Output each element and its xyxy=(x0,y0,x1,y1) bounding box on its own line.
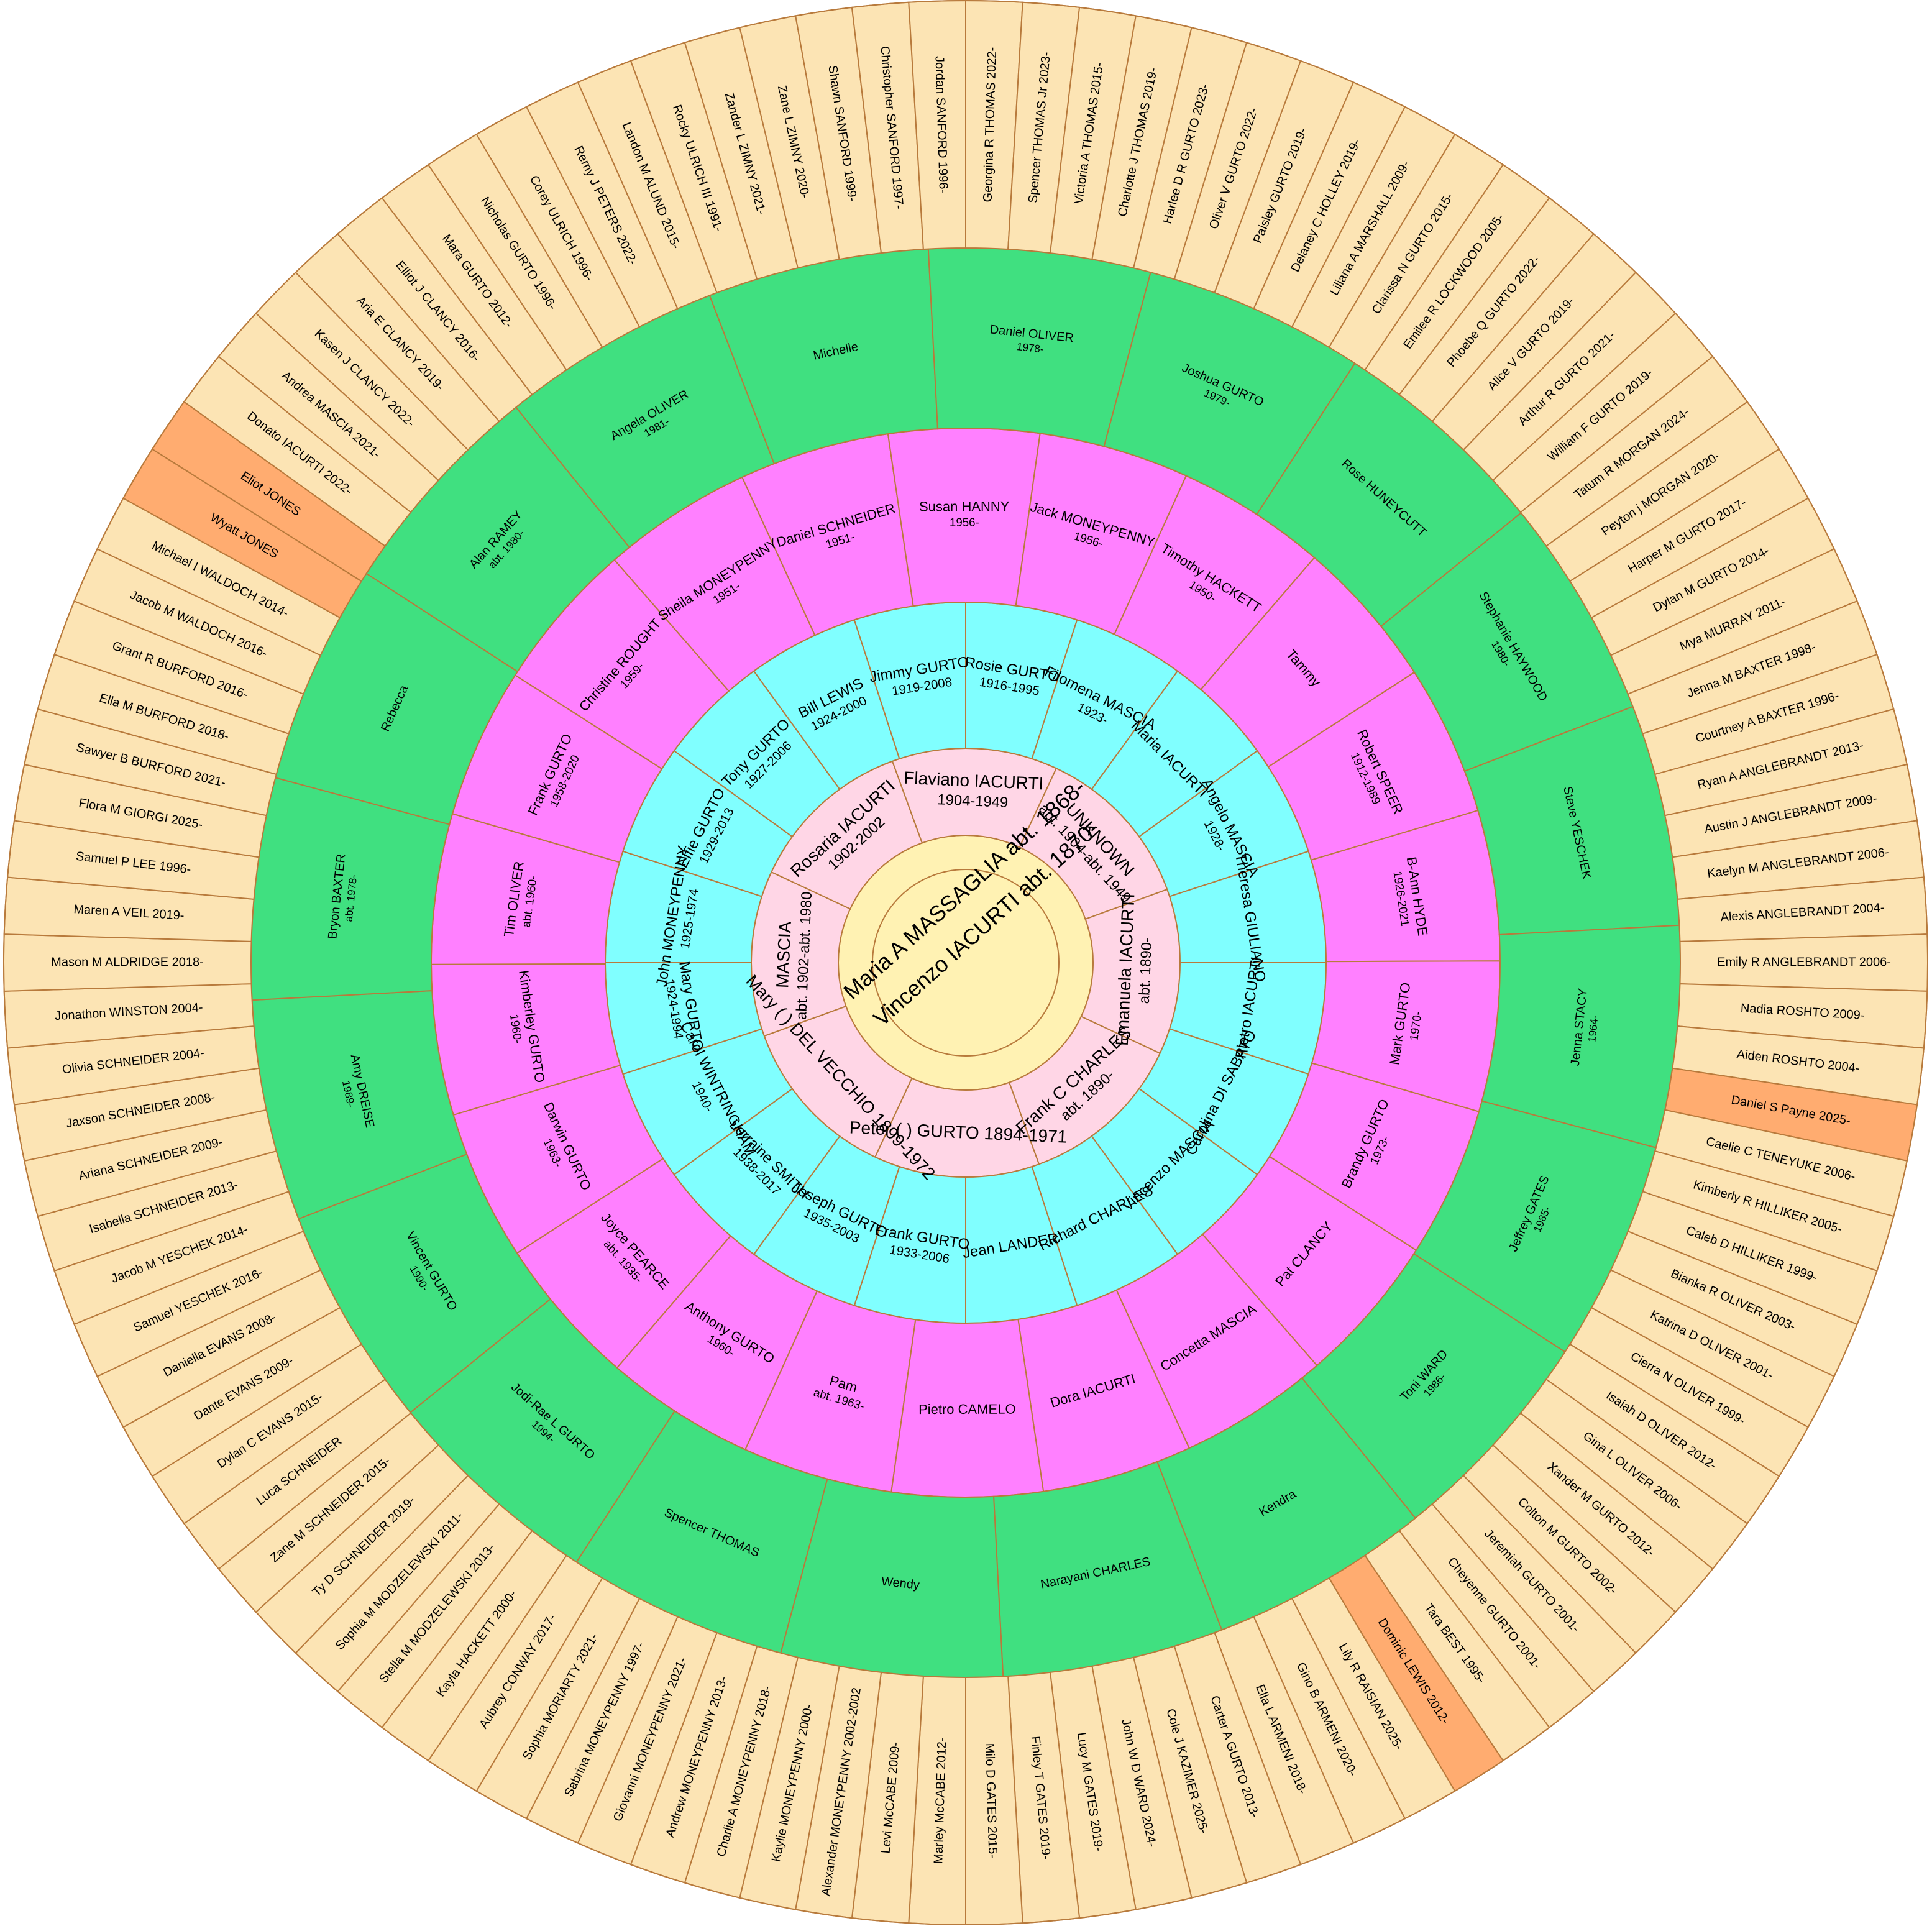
ring3-susan-hanny-label: Susan HANNY xyxy=(919,498,1010,515)
ring4-jenna-stacy-dates: 1964- xyxy=(1586,1015,1600,1043)
fan-sectors xyxy=(3,0,1928,1926)
ring1-mascia-label: MASCIA xyxy=(772,921,795,989)
ring1-emanuela-iacurti-dates: abt. 1890- xyxy=(1136,937,1156,1004)
ring3-pietro-camelo-label: Pietro CAMELO xyxy=(918,1401,1016,1418)
ring5-emily-r-anglebrandt-2006-label: Emily R ANGLEBRANDT 2006- xyxy=(1717,955,1891,969)
ring1-flaviano-iacurti-dates: 1904-1949 xyxy=(937,791,1009,811)
ring3-susan-hanny-dates: 1956- xyxy=(950,516,979,529)
outer-border xyxy=(3,0,1928,1925)
ring5-mason-m-aldridge-2018-label: Mason M ALDRIDGE 2018- xyxy=(51,955,204,969)
center-inner-ring xyxy=(872,869,1060,1057)
ring5-milo-d-gates-2015-label: Milo D GATES 2015- xyxy=(982,1743,999,1858)
ring4-daniel-oliver-dates: 1978- xyxy=(1016,341,1044,355)
